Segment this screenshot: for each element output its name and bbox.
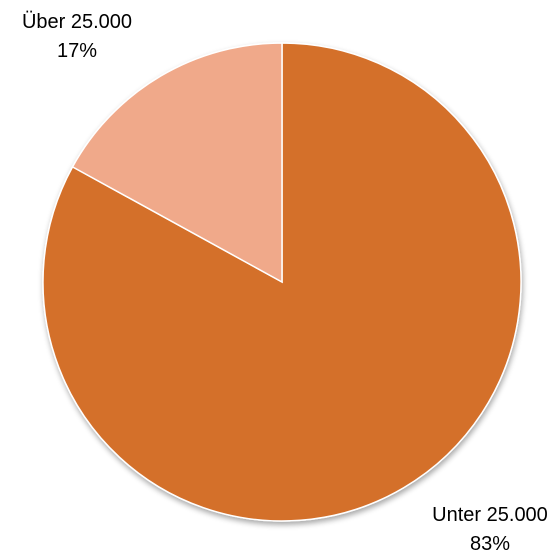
slice-over-25000 xyxy=(71,42,283,284)
label-over-25000: Über 25.000 xyxy=(22,11,132,33)
label-over-25000-percent: 17% xyxy=(57,40,97,62)
label-under-25000: Unter 25.000 xyxy=(432,504,548,526)
pie-slices xyxy=(42,42,522,522)
label-under-25000-percent: 83% xyxy=(470,533,510,555)
